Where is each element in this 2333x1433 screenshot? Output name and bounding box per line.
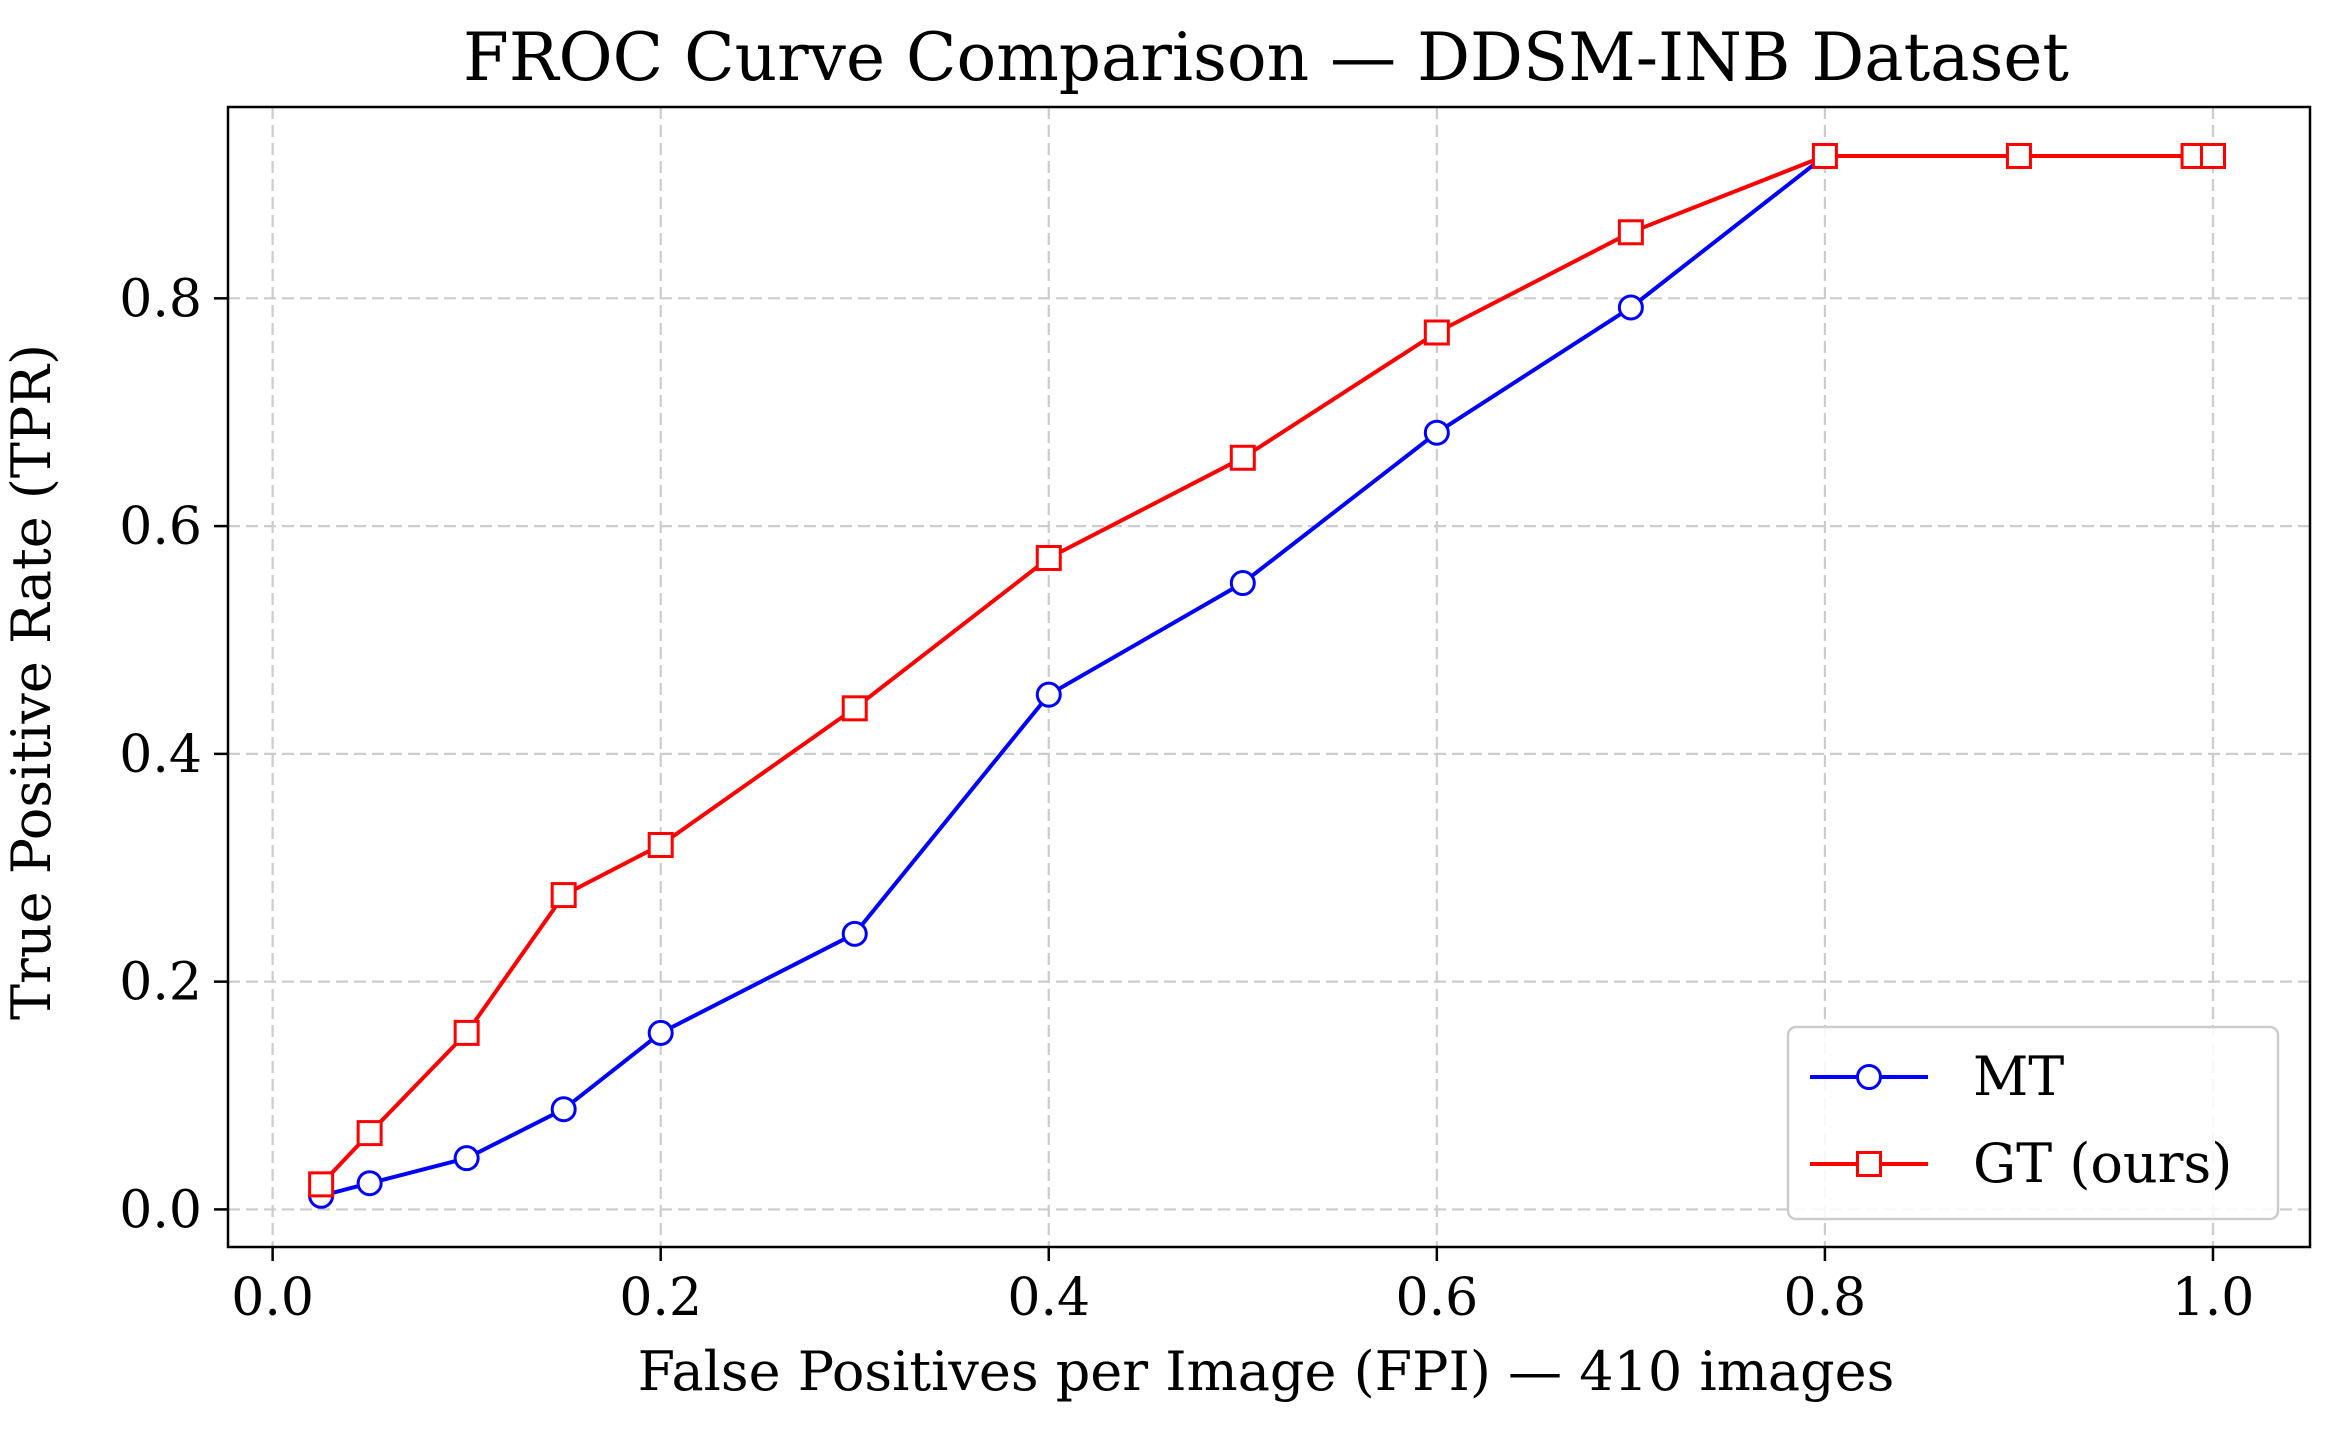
y-tick-label: 0.8	[119, 269, 202, 329]
x-tick-label: 0.4	[1007, 1268, 1090, 1328]
legend-marker-gt	[1856, 1151, 1882, 1177]
x-tick-label: 0.2	[619, 1268, 702, 1328]
data-point-gt	[1229, 444, 1256, 471]
data-point-mt	[1035, 681, 1062, 708]
data-point-gt	[1811, 142, 1838, 169]
legend-label-gt: GT (ours)	[1973, 1132, 2232, 1195]
data-point-gt	[1423, 319, 1450, 346]
data-point-gt	[841, 695, 868, 722]
data-point-mt	[1423, 419, 1450, 446]
data-point-gt	[2199, 142, 2226, 169]
x-axis-label: False Positives per Image (FPI) — 410 im…	[638, 1340, 1895, 1403]
y-tick-label: 0.2	[119, 953, 202, 1013]
data-point-mt	[453, 1145, 480, 1172]
y-tick-label: 0.6	[119, 497, 202, 557]
data-point-gt	[308, 1171, 335, 1198]
plot-series	[308, 142, 2226, 1209]
data-point-gt	[453, 1019, 480, 1046]
data-point-gt	[356, 1120, 383, 1147]
data-point-gt	[2005, 142, 2032, 169]
legend-marker-mt	[1856, 1064, 1882, 1090]
data-point-mt	[1229, 570, 1256, 597]
x-tick-label: 0.0	[231, 1268, 314, 1328]
axis-ticks: 0.0 0.2 0.4 0.6 0.8 1.0 0.0 0.2 0.4 0.6 0.8	[119, 269, 2254, 1328]
series-line-gt	[319, 154, 2213, 1186]
plot-frame	[226, 105, 2312, 1249]
data-point-gt	[647, 831, 674, 858]
data-point-mt	[647, 1019, 674, 1046]
x-tick-label: 0.6	[1395, 1268, 1478, 1328]
data-point-gt	[1617, 219, 1644, 246]
data-point-gt	[1035, 544, 1062, 571]
legend-label-mt: MT	[1973, 1045, 2064, 1108]
data-point-mt	[1617, 294, 1644, 321]
data-point-gt	[550, 882, 577, 909]
y-tick-label: 0.4	[119, 725, 202, 785]
data-point-mt	[841, 920, 868, 947]
data-point-mt	[356, 1170, 383, 1197]
y-tick-label: 0.0	[119, 1180, 202, 1240]
chart-title: FROC Curve Comparison — DDSM-INB Dataset	[463, 19, 2069, 96]
x-tick-label: 1.0	[2172, 1268, 2255, 1328]
data-point-mt	[550, 1096, 577, 1123]
y-axis-label: True Positive Rate (TPR)	[0, 344, 63, 1020]
legend: MT GT (ours)	[1786, 1025, 2280, 1221]
x-tick-label: 0.8	[1784, 1268, 1867, 1328]
